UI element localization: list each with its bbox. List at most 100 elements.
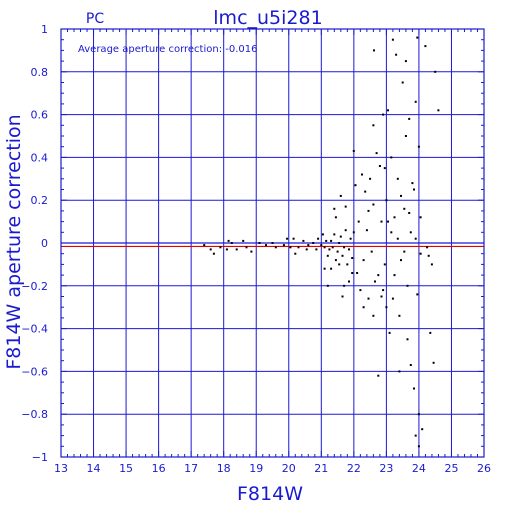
data-point bbox=[398, 314, 401, 317]
data-point bbox=[352, 231, 355, 234]
data-point bbox=[326, 284, 329, 287]
data-point bbox=[362, 259, 365, 262]
data-point bbox=[331, 246, 334, 249]
data-point bbox=[432, 361, 435, 364]
data-point bbox=[219, 246, 222, 249]
data-point bbox=[352, 150, 355, 152]
y-tick-label: 0 bbox=[41, 237, 48, 250]
data-point bbox=[330, 267, 333, 270]
data-point bbox=[401, 81, 404, 84]
data-point bbox=[348, 248, 350, 251]
y-tick-label: 0.8 bbox=[31, 66, 49, 79]
data-point bbox=[365, 229, 368, 232]
data-point bbox=[351, 272, 354, 274]
data-point bbox=[390, 231, 393, 234]
data-point bbox=[343, 246, 346, 249]
data-point bbox=[274, 246, 277, 249]
data-point bbox=[413, 387, 415, 390]
data-point bbox=[338, 242, 341, 244]
y-tick-label: −0.6 bbox=[21, 365, 48, 378]
data-point bbox=[421, 428, 424, 431]
data-point bbox=[209, 248, 212, 251]
data-point bbox=[414, 237, 417, 240]
data-point bbox=[343, 284, 346, 287]
data-point bbox=[348, 280, 350, 283]
data-point bbox=[317, 237, 320, 240]
data-point bbox=[419, 216, 422, 219]
data-point bbox=[400, 194, 402, 197]
data-point bbox=[364, 190, 367, 193]
y-tick-label: −0.8 bbox=[21, 408, 48, 421]
data-point bbox=[398, 370, 401, 373]
x-tick-label: 18 bbox=[217, 462, 231, 475]
average-annotation: Average aperture correction: -0.016 bbox=[78, 44, 258, 55]
data-point bbox=[414, 434, 417, 437]
data-point bbox=[413, 188, 415, 191]
data-point bbox=[346, 263, 349, 266]
data-point bbox=[372, 314, 375, 317]
x-tick-label: 22 bbox=[347, 462, 361, 475]
data-point bbox=[307, 244, 310, 247]
data-point bbox=[382, 113, 385, 116]
data-point bbox=[349, 237, 352, 240]
x-tick-label: 20 bbox=[282, 462, 296, 475]
data-point bbox=[380, 295, 383, 298]
data-point bbox=[416, 36, 419, 39]
data-point bbox=[434, 70, 437, 73]
data-point bbox=[377, 274, 380, 277]
data-point bbox=[372, 124, 375, 127]
data-point bbox=[382, 289, 385, 292]
data-point bbox=[258, 242, 261, 244]
data-point bbox=[375, 152, 378, 155]
data-point bbox=[312, 242, 315, 244]
data-point bbox=[385, 306, 388, 309]
data-point bbox=[414, 100, 417, 103]
data-point bbox=[289, 246, 292, 249]
panel-label: PC bbox=[86, 11, 104, 27]
data-point bbox=[427, 254, 430, 257]
data-point bbox=[393, 274, 396, 277]
data-point bbox=[339, 235, 342, 238]
data-points bbox=[203, 36, 440, 448]
data-point bbox=[315, 248, 318, 251]
data-point bbox=[373, 49, 375, 52]
data-point bbox=[325, 239, 328, 242]
data-point bbox=[323, 246, 326, 249]
data-point bbox=[282, 244, 285, 247]
x-tick-label: 24 bbox=[412, 462, 426, 475]
data-point bbox=[404, 135, 407, 137]
x-tick-label: 26 bbox=[477, 462, 491, 475]
data-point bbox=[212, 252, 215, 255]
x-tick-label: 15 bbox=[119, 462, 133, 475]
data-point bbox=[429, 331, 432, 334]
y-axis-label: F814W aperture correction bbox=[3, 114, 25, 369]
data-point bbox=[302, 239, 305, 242]
y-tick-label: 1 bbox=[41, 23, 48, 36]
data-point bbox=[339, 194, 342, 197]
data-point bbox=[344, 205, 347, 208]
data-point bbox=[406, 284, 409, 287]
data-point bbox=[341, 295, 344, 298]
data-point bbox=[362, 306, 365, 309]
data-point bbox=[369, 177, 372, 180]
data-point bbox=[408, 212, 411, 214]
data-point bbox=[225, 248, 228, 251]
data-point bbox=[377, 374, 380, 377]
data-point bbox=[388, 331, 391, 334]
tick-marks bbox=[60, 28, 485, 458]
data-point bbox=[359, 289, 362, 292]
data-point bbox=[390, 156, 393, 159]
x-tick-label: 17 bbox=[184, 462, 198, 475]
data-point bbox=[437, 109, 440, 112]
data-point bbox=[334, 216, 337, 219]
data-point bbox=[230, 242, 233, 244]
data-point bbox=[286, 237, 289, 240]
data-point bbox=[328, 248, 331, 251]
data-point bbox=[334, 259, 337, 262]
data-point bbox=[400, 259, 402, 262]
data-point bbox=[357, 220, 360, 223]
data-point bbox=[356, 272, 359, 274]
data-point bbox=[321, 233, 324, 236]
data-point bbox=[330, 239, 333, 242]
